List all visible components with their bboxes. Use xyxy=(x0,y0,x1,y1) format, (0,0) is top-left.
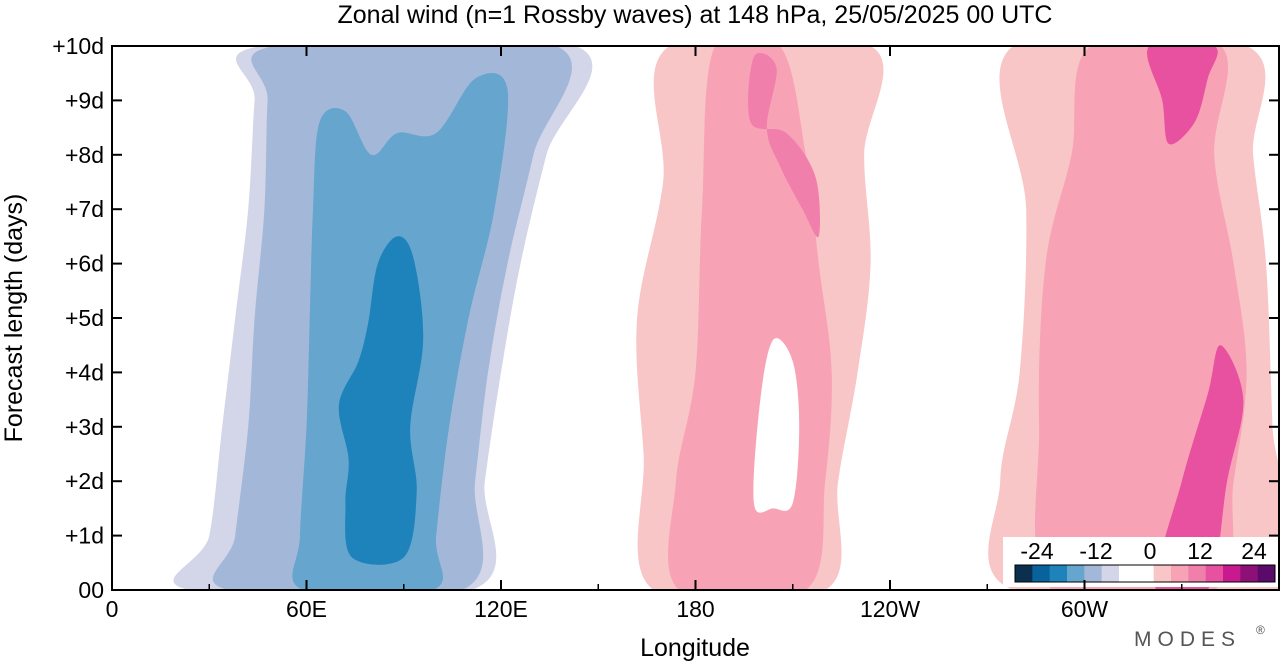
colorbar-swatch xyxy=(1171,565,1189,582)
colorbar-label: 0 xyxy=(1144,538,1157,564)
y-tick-label: +8d xyxy=(65,142,104,168)
neutral-region xyxy=(753,338,800,513)
x-axis-title: Longitude xyxy=(640,634,750,662)
positive-anomaly-region xyxy=(1147,46,1218,145)
x-tick-label: 60E xyxy=(286,596,327,622)
x-tick-label: 120W xyxy=(860,596,920,622)
colorbar-labels: -24 -12 0 12 24 xyxy=(1020,538,1267,564)
registered-mark: ® xyxy=(1256,623,1265,637)
colorbar-swatch xyxy=(1257,565,1276,582)
colorbar-swatch xyxy=(1067,565,1085,582)
y-tick-label: +5d xyxy=(65,305,104,331)
x-tick-label: 60W xyxy=(1061,596,1109,622)
y-tick-label: +2d xyxy=(65,468,104,494)
colorbar-label: -24 xyxy=(1020,538,1053,564)
y-tick-label: +1d xyxy=(65,523,104,549)
y-tick-label: +7d xyxy=(65,196,104,222)
y-tick-label: 00 xyxy=(78,577,104,603)
colorbar-frame xyxy=(1014,564,1276,583)
colorbar-label: 24 xyxy=(1241,538,1267,564)
colorbar xyxy=(1003,537,1278,587)
positive-anomaly-region xyxy=(748,53,821,238)
colorbar-swatch xyxy=(1136,565,1154,582)
y-tick-label: +9d xyxy=(65,87,104,113)
brand-text: MODES xyxy=(1134,628,1241,651)
colorbar-swatch xyxy=(1205,565,1224,582)
chart-title: Zonal wind (n=1 Rossby waves) at 148 hPa… xyxy=(338,1,1053,29)
colorbar-swatch xyxy=(1188,565,1206,582)
colorbar-swatch xyxy=(1153,565,1172,582)
y-tick-label: +6d xyxy=(65,251,104,277)
colorbar-swatch xyxy=(1240,565,1258,582)
x-tick-label: 0 xyxy=(106,596,119,622)
colorbar-label: -12 xyxy=(1079,538,1112,564)
colorbar-swatch xyxy=(1049,565,1068,582)
positive-anomaly-region xyxy=(1155,345,1244,590)
y-tick-label: +10d xyxy=(52,33,104,59)
x-axis: 0 60E 120E 180 120W 60W xyxy=(106,46,1183,622)
contour-layer xyxy=(124,46,1279,590)
negative-anomaly-region xyxy=(338,236,424,565)
y-axis-title: Forecast length (days) xyxy=(0,194,28,443)
colorbar-swatch xyxy=(1032,565,1050,582)
colorbar-swatch xyxy=(1223,565,1241,582)
colorbar-swatch xyxy=(1119,565,1137,582)
y-tick-label: +3d xyxy=(65,414,104,440)
x-tick-label: 180 xyxy=(676,596,714,622)
y-axis: 00 +1d +2d +3d +4d +5d +6d +7d +8d +9d +10d xyxy=(52,33,1279,603)
modes-logo: MODES ® xyxy=(1134,623,1265,651)
colorbar-swatch xyxy=(1015,565,1033,582)
colorbar-swatch xyxy=(1101,565,1120,582)
x-tick-label: 120E xyxy=(474,596,528,622)
colorbar-swatch xyxy=(1084,565,1102,582)
y-tick-label: +4d xyxy=(65,359,104,385)
colorbar-label: 12 xyxy=(1187,538,1213,564)
